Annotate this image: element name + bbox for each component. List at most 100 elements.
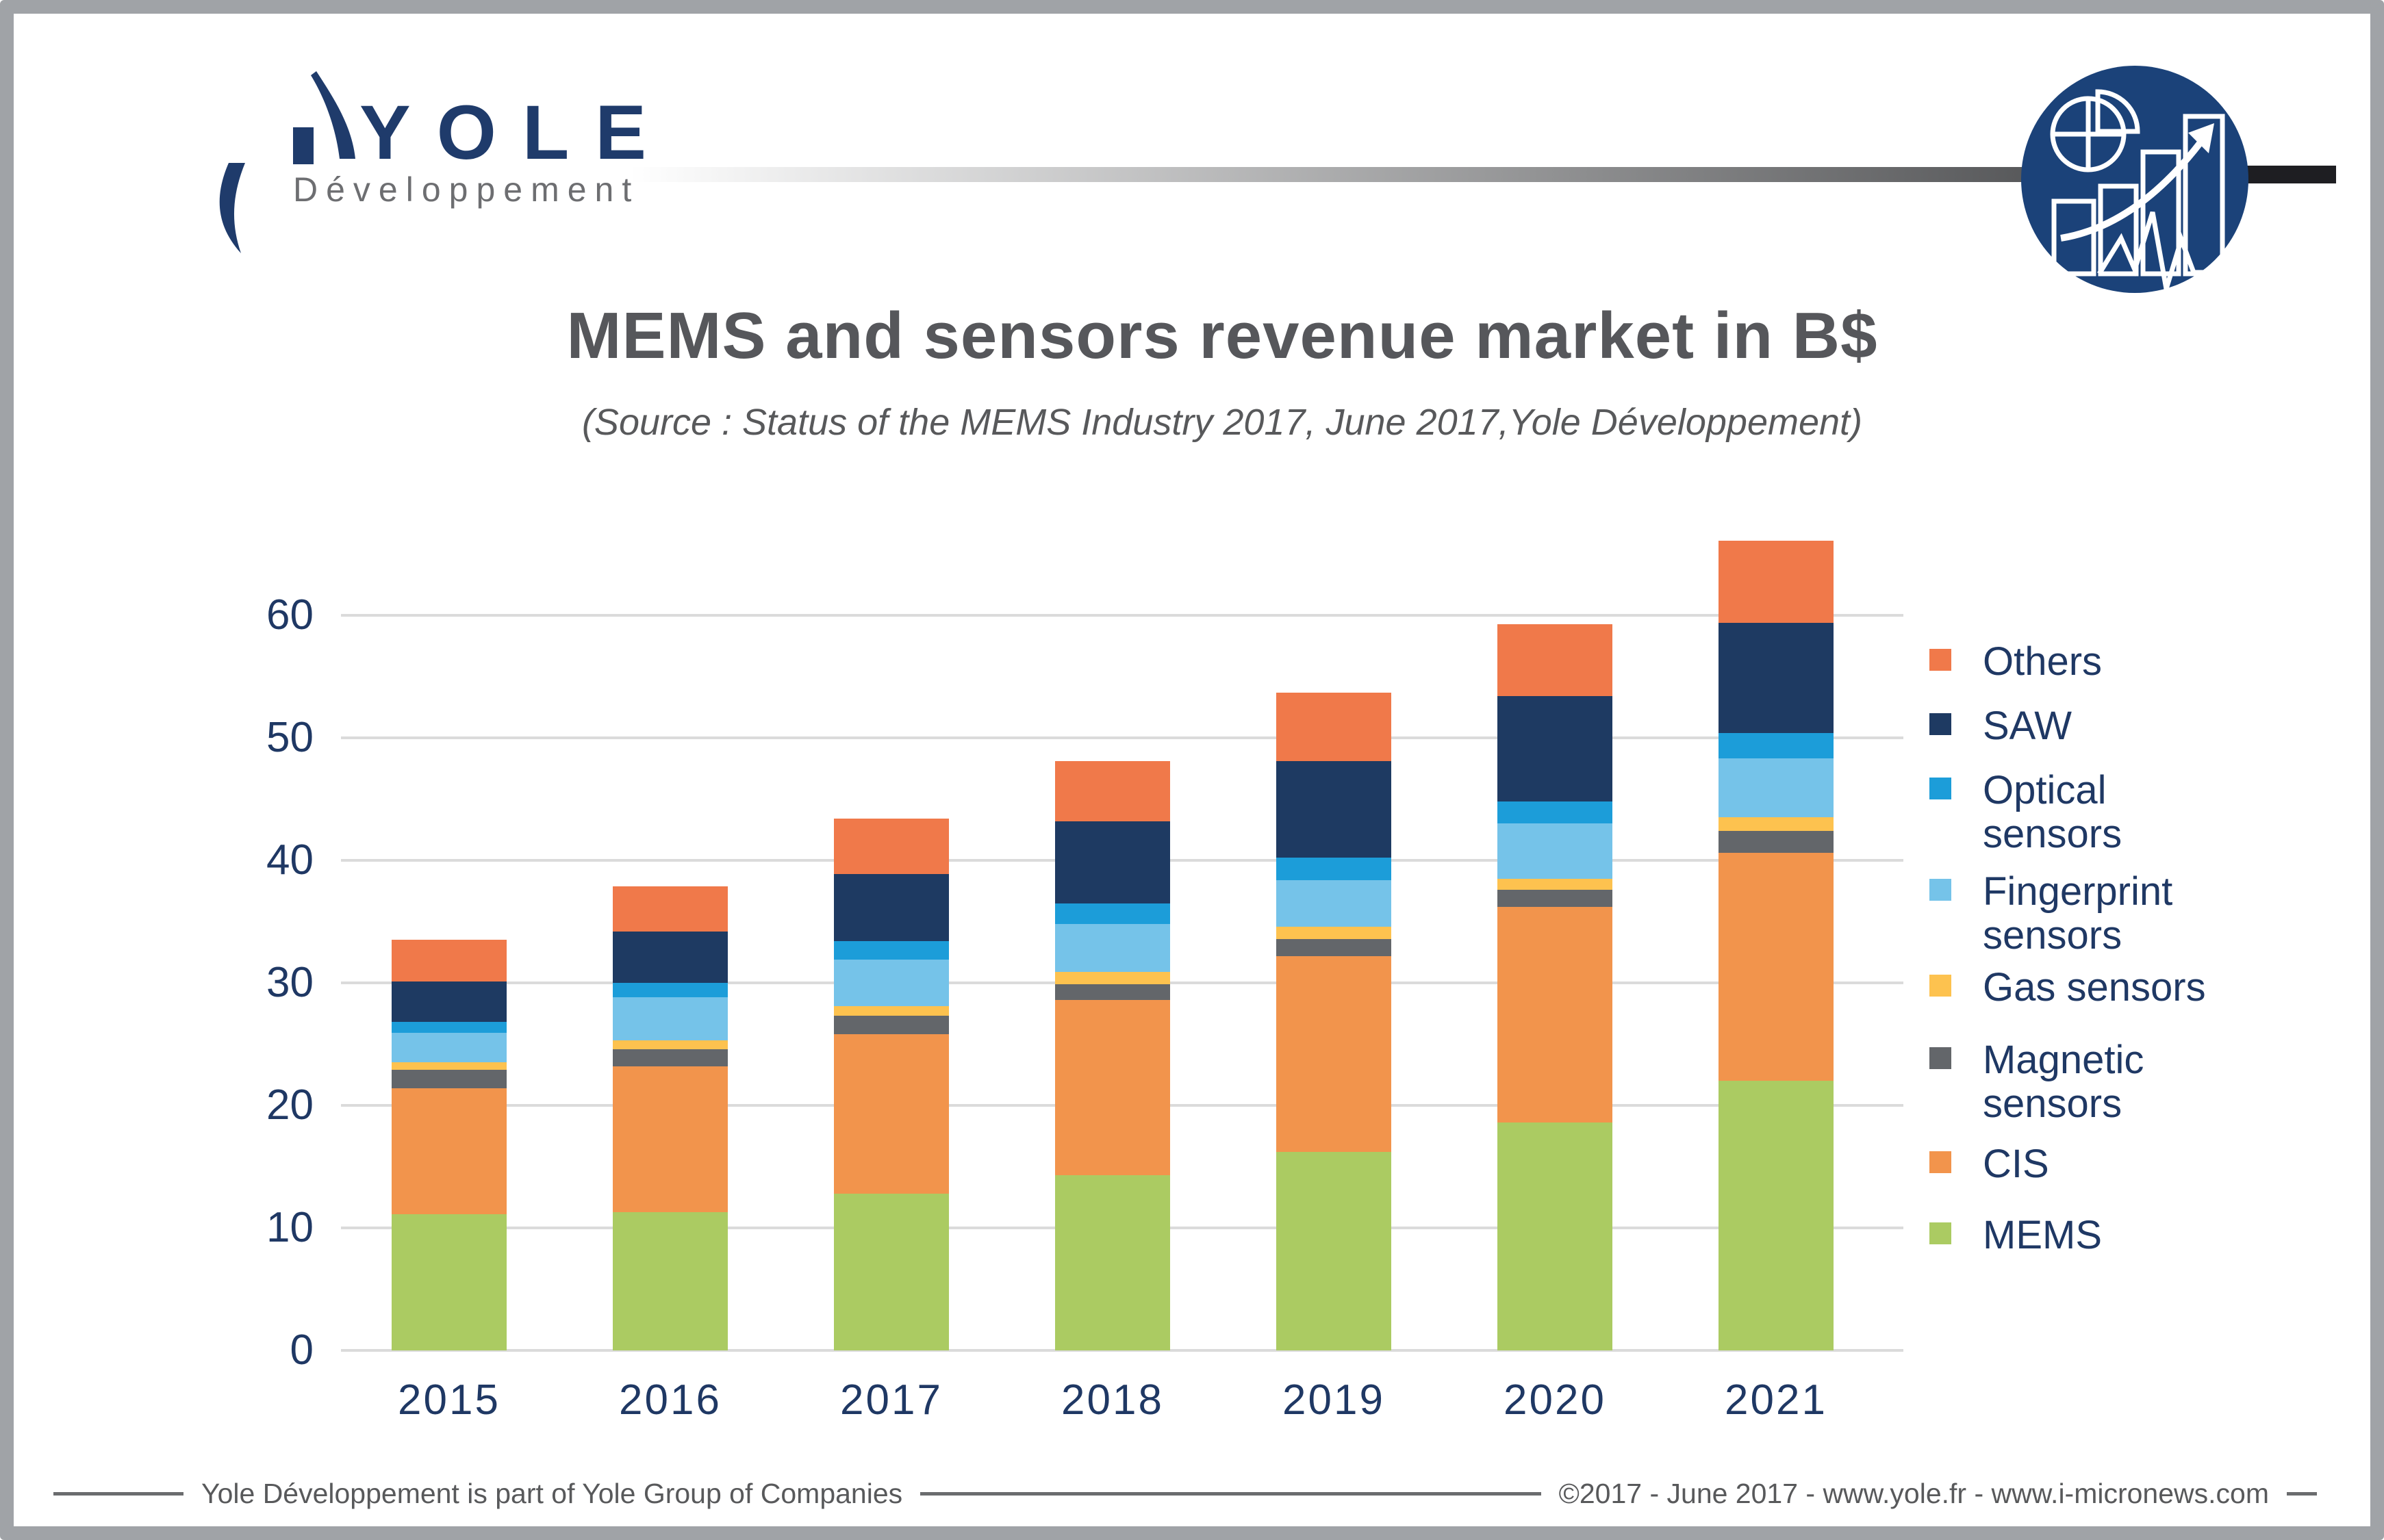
legend-label: Magnetic sensors	[1983, 1038, 2144, 1126]
bar-segment-2017-gas-sensors	[834, 1006, 949, 1016]
footer-rule-left	[53, 1491, 183, 1496]
bar-segment-2020-others	[1497, 624, 1612, 697]
bar-segment-2016-optical-sensors	[613, 983, 728, 998]
yole-logo-subtext: Développement	[293, 170, 640, 209]
bar-segment-2020-magnetic-sensors	[1497, 889, 1612, 907]
legend-label: Optical sensors	[1983, 768, 2122, 856]
bar-segment-2018-mems	[1055, 1175, 1170, 1350]
x-axis-year-label: 2017	[840, 1376, 943, 1424]
gridline-0	[341, 1349, 1903, 1352]
x-axis-year-label: 2015	[398, 1376, 500, 1424]
bar-segment-2019-gas-sensors	[1276, 926, 1391, 939]
bar-segment-2021-gas-sensors	[1719, 817, 1834, 832]
bar-segment-2015-optical-sensors	[392, 1022, 507, 1034]
bar-segment-2019-saw	[1276, 761, 1391, 858]
bar-segment-2018-others	[1055, 761, 1170, 821]
y-axis-tick-label: 30	[266, 959, 314, 1006]
header-gradient-rule	[630, 167, 2027, 182]
bar-segment-2021-cis	[1719, 853, 1834, 1081]
x-axis-year-label: 2021	[1725, 1376, 1827, 1424]
x-axis-year-label: 2018	[1061, 1376, 1164, 1424]
bar-segment-2016-mems	[613, 1211, 728, 1350]
yole-swoosh-icon	[219, 71, 355, 253]
bar-segment-2015-saw	[392, 981, 507, 1023]
y-axis-tick-label: 0	[290, 1326, 314, 1374]
footer-rule-right	[2287, 1491, 2317, 1496]
y-axis-tick-label: 50	[266, 714, 314, 761]
legend-swatch-icon	[1929, 649, 1951, 671]
bar-segment-2017-cis	[834, 1034, 949, 1194]
bar-segment-2020-optical-sensors	[1497, 801, 1612, 824]
bar-segment-2021-saw	[1719, 622, 1834, 733]
y-axis-tick-label: 40	[266, 836, 314, 884]
legend-item-saw: SAW	[1929, 704, 2072, 748]
gridline-50	[341, 736, 1903, 739]
bar-segment-2019-optical-sensors	[1276, 858, 1391, 880]
bar-segment-2018-optical-sensors	[1055, 903, 1170, 925]
y-axis-tick-label: 10	[266, 1204, 314, 1251]
bar-segment-2016-saw	[613, 931, 728, 983]
bar-segment-2020-gas-sensors	[1497, 878, 1612, 890]
bar-segment-2015-fingerprint-sensors	[392, 1033, 507, 1063]
footer: Yole Développement is part of Yole Group…	[53, 1474, 2317, 1513]
chart-circle-icon	[2021, 66, 2248, 293]
bar-segment-2019-fingerprint-sensors	[1276, 880, 1391, 927]
legend-swatch-icon	[1929, 713, 1951, 735]
legend-item-cis: CIS	[1929, 1142, 2049, 1186]
legend-swatch-icon	[1929, 975, 1951, 997]
bar-segment-2017-optical-sensors	[834, 941, 949, 960]
bar-segment-2021-magnetic-sensors	[1719, 831, 1834, 854]
legend-item-optical-sensors: Optical sensors	[1929, 769, 2122, 856]
bar-segment-2015-mems	[392, 1214, 507, 1350]
legend-item-fingerprint-sensors: Fingerprint sensors	[1929, 870, 2172, 958]
legend-label: Gas sensors	[1983, 965, 2206, 1010]
bar-segment-2018-magnetic-sensors	[1055, 984, 1170, 1001]
legend-swatch-icon	[1929, 1222, 1951, 1244]
bar-segment-2017-others	[834, 819, 949, 874]
bar-segment-2018-fingerprint-sensors	[1055, 924, 1170, 972]
footer-right-text: ©2017 - June 2017 - www.yole.fr - www.i-…	[1558, 1477, 2269, 1509]
gridline-60	[341, 614, 1903, 617]
bar-segment-2015-magnetic-sensors	[392, 1070, 507, 1088]
bar-segment-2018-gas-sensors	[1055, 971, 1170, 984]
legend-swatch-icon	[1929, 778, 1951, 799]
stacked-bar-chart: 0 10 20 30 40 50 60 2015 2016 2017 2018 2019 2020 202…	[14, 14, 2370, 1526]
chart-source-subtitle: (Source : Status of the MEMS Industry 20…	[581, 402, 1863, 443]
y-axis-tick-label: 60	[266, 591, 314, 639]
header-dark-rule	[2247, 166, 2336, 183]
legend-label: Fingerprint sensors	[1983, 869, 2173, 958]
legend-item-mems: MEMS	[1929, 1214, 2102, 1257]
bar-segment-2021-fingerprint-sensors	[1719, 758, 1834, 818]
bar-segment-2020-fingerprint-sensors	[1497, 823, 1612, 879]
legend-item-magnetic-sensors: Magnetic sensors	[1929, 1038, 2144, 1126]
bar-segment-2021-optical-sensors	[1719, 732, 1834, 759]
bar-segment-2020-mems	[1497, 1122, 1612, 1350]
x-axis-year-label: 2019	[1282, 1376, 1385, 1424]
bar-segment-2017-magnetic-sensors	[834, 1016, 949, 1035]
bar-segment-2017-mems	[834, 1193, 949, 1350]
bar-segment-2017-saw	[834, 873, 949, 942]
bar-segment-2018-saw	[1055, 821, 1170, 903]
bar-segment-2016-gas-sensors	[613, 1040, 728, 1049]
bar-segment-2019-others	[1276, 692, 1391, 761]
footer-left-text: Yole Développement is part of Yole Group…	[201, 1477, 903, 1509]
bar-segment-2019-mems	[1276, 1152, 1391, 1350]
legend-swatch-icon	[1929, 1047, 1951, 1069]
bar-segment-2020-cis	[1497, 907, 1612, 1123]
bar-segment-2015-others	[392, 940, 507, 982]
y-axis-tick-label: 20	[266, 1081, 314, 1129]
legend-label: MEMS	[1983, 1213, 2102, 1257]
legend-item-others: Others	[1929, 640, 2102, 684]
bar-segment-2015-cis	[392, 1088, 507, 1215]
x-axis-year-label: 2016	[619, 1376, 722, 1424]
bar-segment-2017-fingerprint-sensors	[834, 959, 949, 1006]
bar-segment-2021-mems	[1719, 1081, 1834, 1350]
legend-swatch-icon	[1929, 1151, 1951, 1173]
bar-segment-2020-saw	[1497, 696, 1612, 802]
chart-title: MEMS and sensors revenue market in B$	[566, 299, 1878, 372]
bar-segment-2018-cis	[1055, 1000, 1170, 1176]
yole-logo-text: YOLE	[359, 90, 672, 175]
legend-swatch-icon	[1929, 879, 1951, 901]
x-axis-year-label: 2020	[1504, 1376, 1606, 1424]
